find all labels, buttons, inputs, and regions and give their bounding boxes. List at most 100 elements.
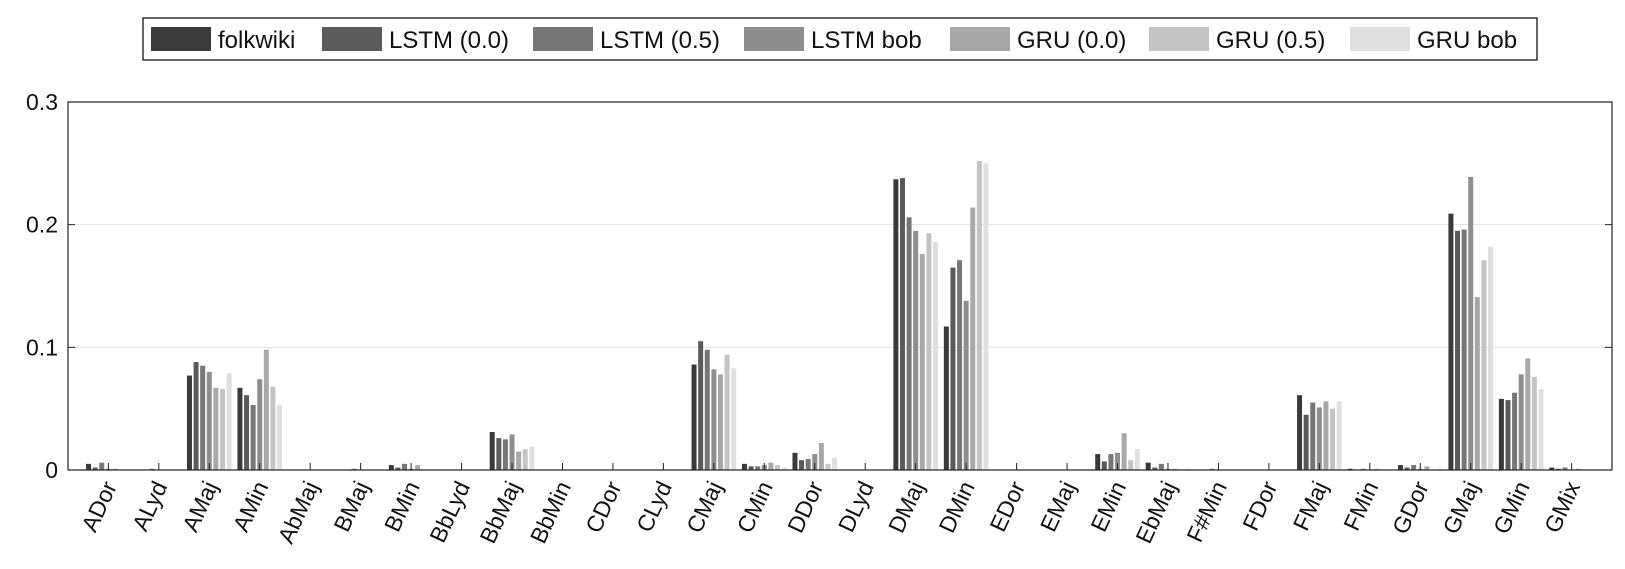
x-tick-label: GMix <box>1539 477 1585 537</box>
bar <box>1185 468 1191 470</box>
bar <box>263 349 269 470</box>
legend-label: folkwiki <box>218 27 295 54</box>
bar <box>976 160 982 470</box>
bar <box>496 438 502 470</box>
bar <box>983 163 989 471</box>
x-axis: ADor ALyd AMaj AMin AbMaj BMaj BMin BbLyd BbMaj B… <box>76 463 1585 547</box>
bar <box>489 431 495 470</box>
bar <box>913 230 919 470</box>
bar <box>388 465 394 470</box>
y-tick-label: 0 <box>45 457 58 483</box>
bar <box>825 463 831 470</box>
y-tick-label: 0.3 <box>26 89 58 115</box>
bar <box>1397 465 1403 470</box>
bar <box>92 467 98 470</box>
bar <box>893 179 899 470</box>
legend: folkwiki LSTM (0.0) LSTM (0.5) LSTM bob GRU … <box>142 17 1538 61</box>
bar <box>963 300 969 470</box>
bar <box>799 460 805 470</box>
bar <box>1555 468 1561 470</box>
bar <box>1468 176 1474 470</box>
bar <box>1488 246 1494 470</box>
bar <box>691 364 697 470</box>
bar <box>1404 467 1410 470</box>
bar <box>1531 376 1537 470</box>
bar <box>1323 401 1329 470</box>
bar <box>805 458 811 470</box>
x-tick-label: BMin <box>379 477 425 535</box>
bar <box>1549 467 1555 470</box>
bar <box>1474 297 1480 470</box>
x-tick-label: F#Min <box>1181 477 1232 546</box>
bar <box>698 341 704 470</box>
bar <box>1498 398 1504 470</box>
bar <box>1152 467 1158 470</box>
bar <box>919 254 925 470</box>
bar <box>906 217 912 470</box>
x-tick-label: CMin <box>732 477 778 537</box>
bar <box>775 465 781 470</box>
bar <box>717 374 723 470</box>
bar <box>1172 468 1178 470</box>
x-tick-label: FMaj <box>1288 477 1333 534</box>
legend-swatch <box>1350 27 1410 51</box>
x-tick-label: EMaj <box>1035 477 1081 535</box>
bar <box>200 365 206 470</box>
x-tick-label: ALyd <box>127 477 172 535</box>
bar <box>1538 389 1544 470</box>
bar <box>1303 414 1309 470</box>
bar <box>516 451 522 470</box>
bar <box>1209 468 1215 470</box>
bar <box>926 233 932 470</box>
bar <box>270 386 276 470</box>
legend-label: GRU (0.0) <box>1017 27 1126 54</box>
bar <box>1095 454 1101 470</box>
bar <box>748 466 754 470</box>
x-tick-label: CDor <box>580 477 626 537</box>
bar <box>1134 449 1140 470</box>
x-tick-label: BbLyd <box>424 477 475 546</box>
x-tick-label: DDor <box>782 477 828 537</box>
x-tick-label: DLyd <box>833 477 879 536</box>
bar <box>509 434 515 470</box>
bar <box>1512 392 1518 470</box>
x-tick-label: BbMin <box>525 477 576 547</box>
y-tick-label: 0.2 <box>26 212 58 238</box>
bar <box>731 368 737 470</box>
x-tick-label: FMin <box>1338 477 1383 534</box>
bar <box>1128 460 1134 470</box>
bar <box>724 354 730 470</box>
bar <box>402 463 408 470</box>
bar <box>832 457 838 470</box>
bar <box>277 404 283 470</box>
y-tick-label: 0.1 <box>26 334 58 360</box>
bar <box>768 462 774 470</box>
bar <box>149 468 155 470</box>
legend-swatch <box>1149 27 1209 51</box>
x-tick-label: DMin <box>933 477 979 537</box>
bar <box>704 349 710 470</box>
x-tick-label: AMaj <box>177 477 223 535</box>
bar <box>219 389 225 470</box>
bar <box>395 467 401 470</box>
bar <box>206 371 212 470</box>
bar <box>1562 467 1568 470</box>
bar <box>792 452 798 470</box>
bar <box>1316 407 1322 470</box>
bar <box>1310 402 1316 470</box>
legend-swatch <box>533 27 593 51</box>
bar <box>1330 408 1336 470</box>
bar <box>351 468 357 470</box>
bar <box>86 463 92 470</box>
bar <box>1360 468 1366 470</box>
legend-swatch <box>744 27 804 51</box>
bar <box>711 369 717 470</box>
bar <box>1455 230 1461 470</box>
x-tick-label: EbMaj <box>1130 477 1181 547</box>
x-tick-label: AbMaj <box>273 477 324 547</box>
bar <box>781 467 787 470</box>
bar <box>1481 260 1487 470</box>
bar <box>226 373 232 470</box>
bar <box>1373 468 1379 470</box>
